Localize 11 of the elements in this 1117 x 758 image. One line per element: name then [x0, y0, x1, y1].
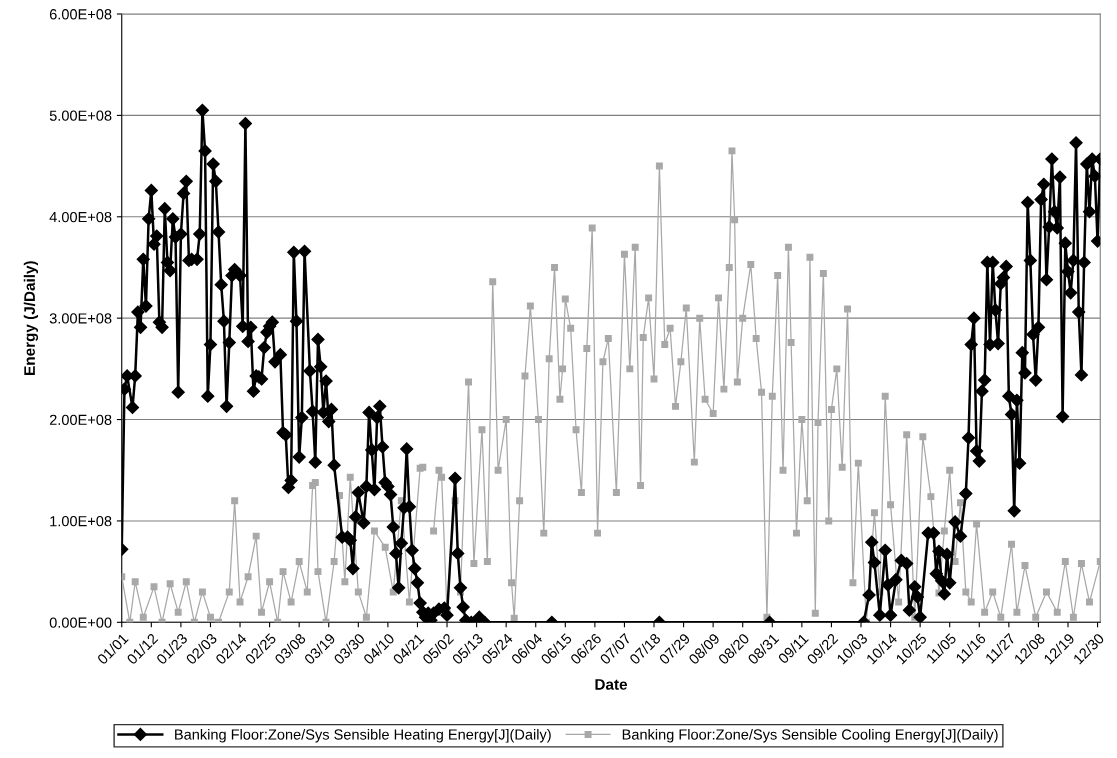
legend-label: Banking Floor:Zone/Sys Sensible Cooling Energy[J](Daily) — [622, 728, 998, 743]
y-tick-label: 0.00E+00 — [49, 617, 112, 628]
y-tick-label: 2.00E+08 — [49, 414, 112, 425]
y-axis-title: Energy (J/Daily) — [23, 261, 39, 375]
y-tick-label: 3.00E+08 — [49, 313, 112, 324]
x-axis-title: Date — [595, 679, 628, 690]
y-tick-label: 6.00E+08 — [49, 9, 112, 20]
y-tick-label: 5.00E+08 — [49, 110, 112, 121]
y-tick-label: 4.00E+08 — [49, 211, 112, 223]
y-tick-label: 1.00E+08 — [50, 516, 112, 527]
legend-label: Banking Floor:Zone/Sys Sensible Heating Energy[J](Daily) — [175, 728, 551, 743]
